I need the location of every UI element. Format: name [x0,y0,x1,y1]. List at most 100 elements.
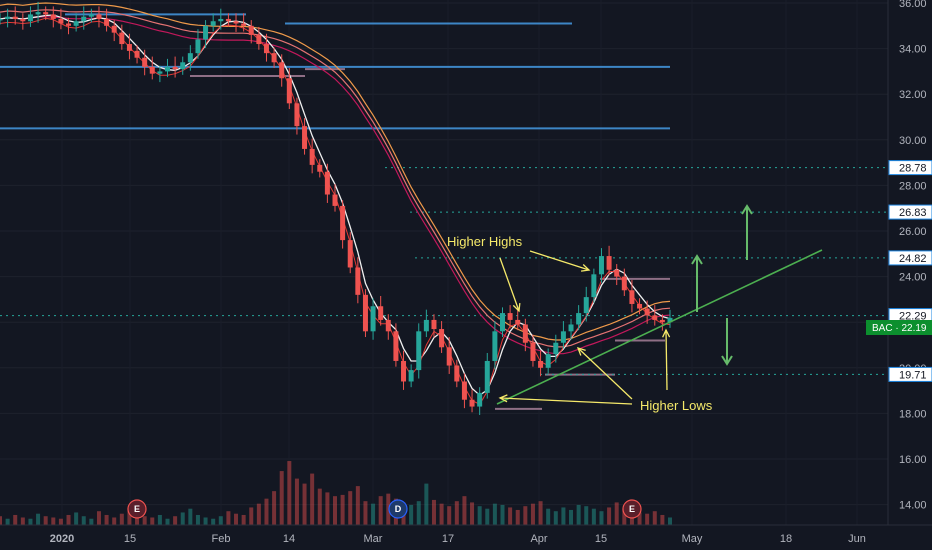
candle-body [401,360,407,382]
event-marker[interactable] [622,499,642,519]
candle-body [210,21,216,26]
volume-bar [424,483,429,525]
candle-body [431,319,437,330]
event-marker[interactable] [127,499,147,519]
volume-bar [157,514,162,525]
volume-bar [515,509,520,525]
candle-body [142,57,148,67]
candle-body [484,360,490,393]
volume-bar [81,516,86,525]
price-tag-label: 26.83 [899,207,927,219]
volume-bar [302,483,307,525]
candle-body [119,32,125,45]
volume-bar [485,508,490,525]
volume-bar [51,517,56,525]
price-tag-bg [888,204,932,220]
candle-body [157,71,163,74]
volume-bar [355,486,360,525]
volume-bar [492,503,497,525]
candle-body [515,319,521,325]
last-price-tag: BAC · 22.19 [866,320,932,335]
volume-bar [454,501,459,525]
candle-body [263,44,269,54]
price-tag-label: 24.82 [899,253,927,265]
volume-bar [180,512,185,525]
price-tag-label: 22.29 [899,311,927,323]
candle-body [560,331,566,343]
event-marker-label: E [134,504,140,514]
volume-bar [363,501,368,525]
candle-body [598,256,604,275]
volume-bar [668,517,672,525]
volume-bar [256,503,261,525]
candle-body [355,267,361,295]
volume-bar [614,502,619,525]
x-tick-label: May [682,533,703,545]
candle-body [73,21,79,26]
volume-bar [546,508,551,525]
candle-body [423,319,429,332]
candle-body [385,319,391,332]
y-tick-label: 14.00 [899,500,927,512]
hl-arrow-3-head [662,328,671,338]
hh-arrow-2-head [580,264,591,272]
volume-bar [234,513,239,525]
candle-body [583,297,589,314]
candle-body [439,329,445,348]
candle-body [50,14,56,19]
volume-bar [28,518,33,525]
candle-body [659,319,665,323]
volume-bar [188,508,193,525]
candle-body [591,274,597,298]
hh-arrow-2 [529,250,590,271]
volume-bar [310,473,315,525]
candle-body [286,78,292,104]
volume-bar [462,496,467,525]
arrows [691,204,753,366]
volume-bar [431,499,436,525]
candle-body [507,313,513,320]
volume-bar [127,508,132,525]
volume-bar [13,514,18,525]
candle-body [340,205,346,241]
x-tick-label: 18 [780,533,792,545]
volume-bar [340,494,345,525]
x-tick-label: Apr [530,533,547,545]
volume-bar [591,508,596,525]
x-tick-label: 15 [595,533,607,545]
volume-bar [348,491,353,525]
volume-bar [439,503,444,525]
event-marker[interactable] [388,499,408,519]
trendline [496,249,823,405]
hl-arrow-3 [665,329,668,391]
candle-body [492,331,498,361]
candle-body [256,34,262,45]
candle-body [370,306,376,332]
candle-body [203,25,209,40]
time-axis[interactable] [0,525,932,550]
y-tick-label: 28.00 [899,180,927,192]
volume-bar [150,517,155,525]
candle-body [225,18,231,22]
volume-bar [500,504,505,525]
volume-bar [652,511,657,525]
stop-arrow-head [721,355,733,366]
candle-body [5,16,11,19]
volume-bar [264,498,269,525]
x-tick-label: 14 [283,533,295,545]
candle-body [294,103,300,127]
candle-body [111,25,117,33]
price-tag-bg [888,250,932,266]
y-tick-label: 26.00 [899,226,927,238]
x-tick-label: Jun [848,533,866,545]
uptrend-line[interactable] [496,249,823,405]
candle-body [332,194,338,206]
hh-arrow-1 [499,257,520,312]
candle-body [606,256,612,270]
hl-arrow-2-head [576,346,586,356]
candle-body [454,365,460,382]
volume-bar [637,512,642,525]
volume-bar [523,506,528,525]
